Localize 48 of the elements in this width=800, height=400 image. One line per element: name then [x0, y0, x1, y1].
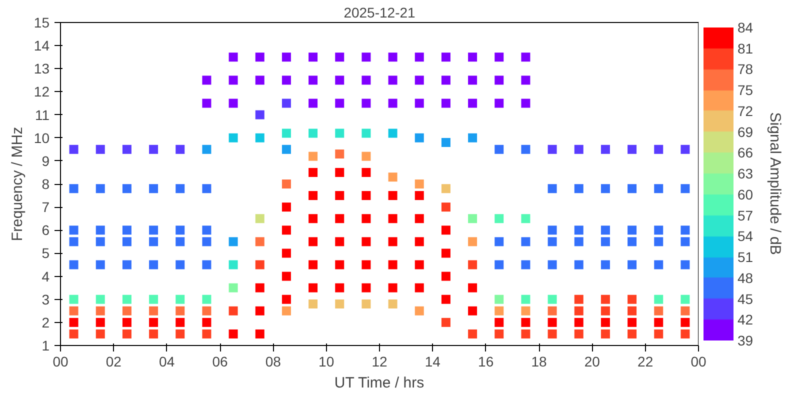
- x-tick-label: 10: [318, 354, 334, 370]
- color-bar-label: 69: [738, 124, 754, 140]
- y-tick-label: 15: [34, 14, 50, 30]
- color-bar-label: 75: [738, 82, 754, 98]
- y-tick-label: 3: [42, 291, 50, 308]
- color-bar-label: 72: [738, 102, 754, 119]
- color-bar-label: 66: [738, 144, 754, 161]
- x-tick-label: 02: [106, 354, 122, 370]
- x-tick-label: 20: [584, 354, 600, 370]
- color-bar-label: 84: [738, 20, 754, 36]
- color-bar-label: 51: [738, 249, 754, 266]
- y-tick-label: 5: [42, 245, 50, 262]
- x-tick-label: 16: [478, 354, 494, 370]
- x-tick-label: 12: [372, 354, 388, 370]
- color-bar-label: 81: [738, 40, 754, 56]
- x-tick-label: 00: [690, 354, 706, 370]
- y-tick-label: 9: [42, 152, 50, 169]
- color-bar-label: 78: [738, 61, 754, 78]
- x-tick-label: 00: [52, 354, 68, 370]
- color-bar-label: 45: [738, 290, 754, 307]
- y-tick-label: 4: [42, 268, 50, 284]
- chart-title: 2025-12-21: [344, 4, 416, 20]
- color-bar-label: 54: [738, 228, 754, 244]
- color-bar-label: 63: [738, 166, 754, 182]
- y-tick-label: 11: [34, 106, 50, 123]
- x-tick-label: 08: [265, 354, 282, 370]
- y-tick-label: 13: [34, 60, 50, 77]
- y-axis-title: Frequency / MHz: [8, 126, 26, 242]
- y-tick-label: 6: [42, 222, 50, 238]
- x-axis-title: UT Time / hrs: [334, 374, 424, 392]
- color-bar-label: 48: [738, 270, 754, 286]
- y-tick-label: 7: [42, 199, 50, 216]
- color-bar-title: Signal Amplitude / dB: [766, 112, 784, 255]
- y-tick-label: 12: [34, 84, 50, 100]
- color-bar-label: 57: [738, 207, 754, 224]
- y-tick-label: 8: [42, 176, 50, 192]
- y-tick-label: 1: [42, 338, 50, 354]
- x-tick-label: 04: [159, 354, 175, 370]
- y-tick-label: 14: [34, 38, 50, 54]
- x-tick-label: 14: [424, 354, 441, 370]
- y-tick-label: 2: [42, 314, 50, 330]
- color-bar-label: 42: [738, 312, 754, 328]
- color-bar-label: 39: [738, 332, 754, 348]
- x-tick-label: 22: [638, 354, 654, 370]
- x-tick-label: 18: [531, 354, 547, 370]
- x-tick-label: 06: [212, 354, 228, 370]
- y-tick-label: 10: [34, 130, 50, 146]
- color-bar-label: 60: [738, 186, 754, 202]
